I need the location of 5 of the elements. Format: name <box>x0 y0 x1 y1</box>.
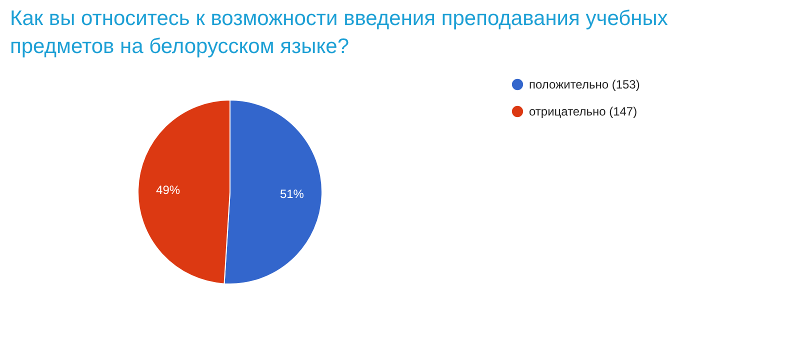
legend-label: отрицательно (147) <box>529 104 638 118</box>
legend-label: положительно (153) <box>529 78 640 92</box>
data-label: 49% <box>156 183 180 198</box>
chart-title: Как вы относитесь к возможности введения преподавания учебных предметов на белорусском языке? <box>10 7 668 58</box>
data-label: 51% <box>280 186 304 201</box>
